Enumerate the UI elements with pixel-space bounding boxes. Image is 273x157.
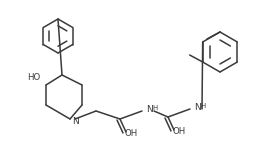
Text: N: N (194, 103, 201, 111)
Text: OH: OH (124, 130, 138, 138)
Text: N: N (72, 116, 79, 125)
Text: OH: OH (172, 127, 186, 136)
Text: N: N (146, 105, 153, 114)
Text: HO: HO (27, 73, 40, 81)
Text: H: H (200, 103, 205, 109)
Text: H: H (152, 105, 157, 111)
